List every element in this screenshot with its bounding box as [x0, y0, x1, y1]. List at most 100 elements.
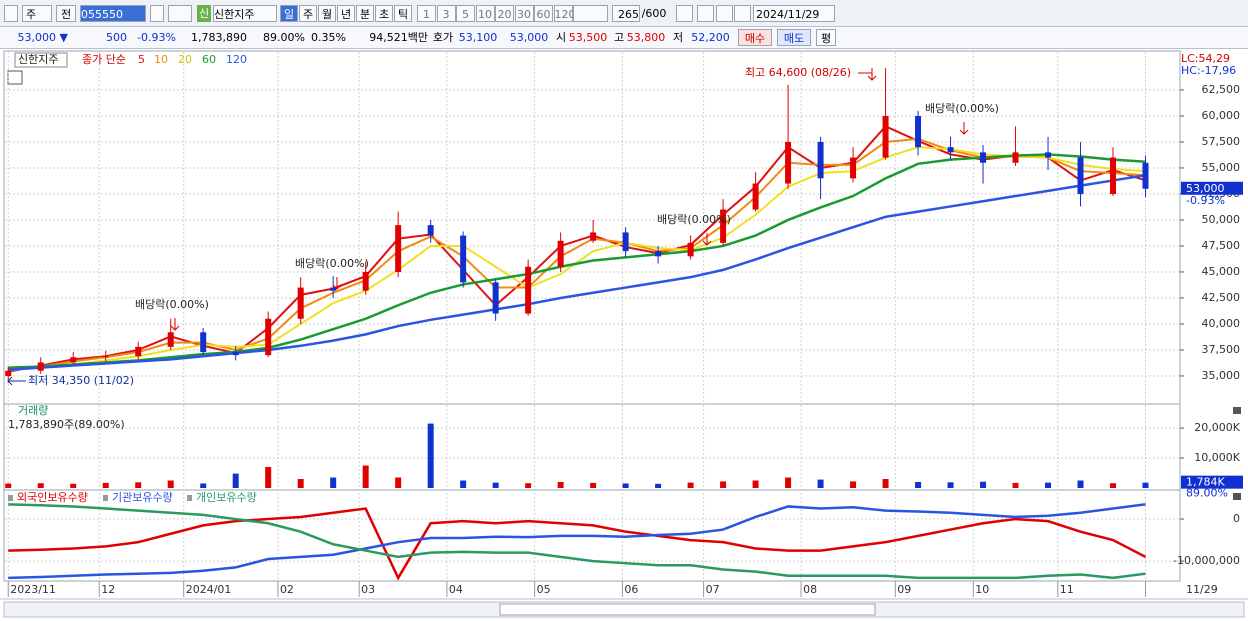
interval-button[interactable]: 10	[475, 5, 495, 22]
volume-ratio: 89.00%	[263, 31, 305, 44]
volume-bar	[70, 483, 77, 488]
interval-button[interactable]: 30	[514, 5, 534, 22]
y-tick-label: 47,500	[1202, 239, 1241, 252]
low-label: 저	[672, 31, 684, 44]
volume-bar	[752, 480, 759, 488]
period-button[interactable]: 일	[280, 5, 298, 22]
volume-bar	[785, 477, 792, 488]
candle-body	[362, 271, 369, 291]
candle-body	[947, 147, 954, 153]
date-input[interactable]: 2024/11/29	[753, 5, 835, 22]
interval-select[interactable]	[573, 5, 608, 22]
last-ratio: 89.00%	[1186, 487, 1228, 500]
candle-body	[427, 225, 434, 236]
interval-button[interactable]: 1	[417, 5, 436, 22]
legend-label: 120	[226, 53, 247, 66]
tool-icon[interactable]	[676, 5, 693, 22]
legend-swatch	[103, 495, 108, 501]
period-button[interactable]: 년	[337, 5, 355, 22]
candle-body	[37, 362, 44, 371]
ma-line	[8, 153, 1146, 369]
period-button[interactable]: 분	[356, 5, 374, 22]
high: 53,800	[626, 31, 666, 44]
prev-button[interactable]: 전	[56, 5, 76, 22]
volume-bar	[395, 477, 402, 488]
x-tick-label: 2024/01	[186, 583, 232, 596]
change: 500	[106, 31, 127, 44]
x-tick-label: 11/29	[1186, 583, 1218, 596]
annotation: 배당락(0.00%)	[135, 298, 209, 311]
buy-button[interactable]: 매수	[738, 29, 772, 46]
volume: 1,783,890	[191, 31, 247, 44]
annotation: 배당락(0.00%)	[925, 102, 999, 115]
interval-button[interactable]: 60	[534, 5, 553, 22]
scroll-thumb[interactable]	[499, 603, 876, 616]
candle-body	[655, 251, 662, 257]
tool-icon[interactable]	[734, 5, 751, 22]
holding-line	[8, 507, 1147, 581]
y-tick-label: 0	[1233, 512, 1240, 525]
interval-button[interactable]: 5	[456, 5, 475, 22]
rate: -0.93%	[137, 31, 176, 44]
tool-icon[interactable]	[697, 5, 714, 22]
tool-icon[interactable]	[716, 5, 733, 22]
period-button[interactable]: 주	[299, 5, 317, 22]
interval-button[interactable]: 120	[553, 5, 576, 22]
ma-line	[8, 125, 1146, 373]
x-tick-label: 04	[449, 583, 463, 596]
annotation: 배당락(0.00%)	[657, 213, 731, 226]
indicator-label: 종가 단순	[82, 53, 126, 66]
ma-line	[8, 174, 1146, 371]
x-tick-label: 03	[361, 583, 375, 596]
candle-body	[687, 242, 694, 257]
period-button[interactable]: 초	[375, 5, 393, 22]
last-change: -0.93%	[1186, 194, 1225, 207]
calc-icon[interactable]	[7, 70, 23, 85]
candle-body	[1110, 157, 1117, 194]
volume-bar	[330, 477, 337, 488]
holding-line	[8, 503, 1146, 580]
avg-button[interactable]: 평	[816, 29, 836, 46]
toolbar: 주 전 055550 신 신한지주 일 주 월 년 분 초 틱 1 3 5 10 20 30 60 120 265/60…	[0, 0, 1248, 27]
x-tick-label: 02	[280, 583, 294, 596]
volume-bar	[5, 483, 12, 488]
menu-icon[interactable]	[4, 5, 18, 22]
x-tick-label: 10	[975, 583, 989, 596]
holding-line	[8, 503, 1146, 580]
x-tick-label: 07	[706, 583, 720, 596]
interval-button[interactable]: 20	[495, 5, 514, 22]
sound-icon[interactable]	[168, 5, 192, 22]
candle-body	[460, 235, 467, 283]
candle-body	[752, 183, 759, 210]
sell-button[interactable]: 매도	[777, 29, 811, 46]
y-tick-label: 57,500	[1202, 135, 1241, 148]
x-tick-label: 11	[1060, 583, 1074, 596]
annotation: 최고 64,600 (08/26)	[745, 66, 851, 79]
ask: 53,100	[458, 31, 498, 44]
amount: 94,521백만	[369, 31, 428, 44]
volume-bar	[1142, 482, 1149, 488]
y-tick-label: 55,000	[1202, 161, 1241, 174]
volume-bar	[460, 480, 467, 488]
x-tick-label: 06	[624, 583, 638, 596]
annotation: 배당락(0.00%)	[295, 257, 369, 270]
volume-bar	[1077, 480, 1084, 488]
interval-button[interactable]: 3	[436, 5, 456, 22]
code-input[interactable]: 055550	[80, 5, 146, 22]
candle-body	[200, 332, 207, 353]
x-tick-label: 05	[537, 583, 551, 596]
period-button[interactable]: 월	[318, 5, 336, 22]
candle-body	[492, 282, 499, 314]
turnover: 0.35%	[311, 31, 346, 44]
candle-body	[785, 141, 792, 184]
market-select[interactable]: 주	[22, 5, 52, 22]
panel-close[interactable]	[1233, 493, 1241, 500]
count-input[interactable]: 265	[612, 5, 640, 22]
search-icon[interactable]	[150, 5, 164, 22]
volume-bar	[947, 482, 954, 488]
high-label: 고	[613, 31, 625, 44]
panel-close[interactable]	[1233, 407, 1241, 414]
period-button[interactable]: 틱	[394, 5, 412, 22]
